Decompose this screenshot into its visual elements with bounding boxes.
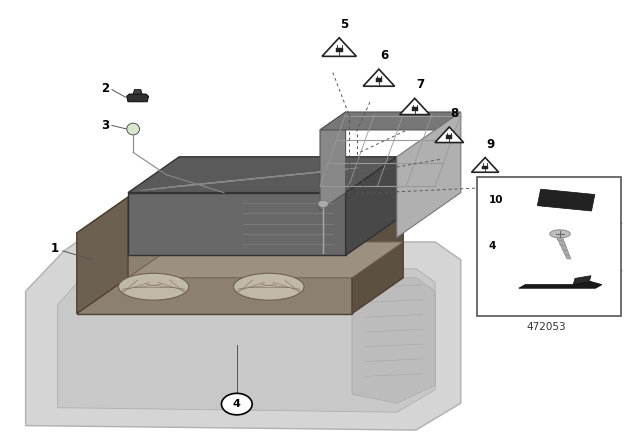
Polygon shape	[322, 38, 356, 56]
Ellipse shape	[118, 273, 189, 300]
Polygon shape	[128, 193, 346, 255]
Text: 1: 1	[51, 242, 58, 255]
Text: 472053: 472053	[526, 322, 566, 332]
Circle shape	[166, 208, 179, 217]
Polygon shape	[77, 233, 352, 314]
Polygon shape	[77, 197, 128, 314]
Polygon shape	[573, 276, 591, 284]
Polygon shape	[58, 269, 435, 412]
FancyBboxPatch shape	[477, 177, 621, 316]
Circle shape	[221, 393, 252, 415]
Ellipse shape	[234, 273, 304, 300]
Circle shape	[268, 198, 296, 218]
Polygon shape	[399, 98, 430, 115]
Text: 4: 4	[488, 241, 496, 251]
Polygon shape	[320, 112, 346, 211]
Text: 9: 9	[486, 138, 494, 151]
Text: 10: 10	[488, 195, 503, 205]
FancyBboxPatch shape	[376, 78, 382, 82]
Text: 5: 5	[340, 18, 348, 31]
Text: 4: 4	[233, 399, 241, 409]
Polygon shape	[128, 242, 403, 278]
Circle shape	[275, 204, 288, 213]
Polygon shape	[127, 94, 148, 102]
Text: 6: 6	[380, 49, 388, 62]
Text: 2: 2	[102, 82, 109, 95]
Polygon shape	[77, 197, 403, 233]
Polygon shape	[26, 242, 461, 430]
Polygon shape	[397, 112, 461, 237]
Circle shape	[159, 203, 187, 223]
Text: 8: 8	[451, 107, 458, 120]
Polygon shape	[128, 157, 397, 193]
Polygon shape	[519, 281, 602, 288]
Ellipse shape	[127, 123, 140, 135]
Ellipse shape	[550, 230, 570, 238]
FancyBboxPatch shape	[483, 166, 488, 169]
Polygon shape	[472, 158, 499, 172]
Polygon shape	[363, 69, 395, 86]
Polygon shape	[320, 112, 461, 130]
Circle shape	[318, 200, 328, 207]
Polygon shape	[133, 90, 142, 94]
Polygon shape	[352, 278, 435, 403]
Text: 7: 7	[416, 78, 424, 91]
Polygon shape	[557, 237, 571, 259]
FancyBboxPatch shape	[412, 107, 418, 111]
FancyBboxPatch shape	[336, 48, 342, 52]
Polygon shape	[435, 127, 463, 142]
Polygon shape	[346, 157, 397, 255]
Text: 3: 3	[102, 119, 109, 132]
Polygon shape	[352, 197, 403, 314]
Polygon shape	[538, 189, 595, 211]
FancyBboxPatch shape	[447, 135, 452, 139]
